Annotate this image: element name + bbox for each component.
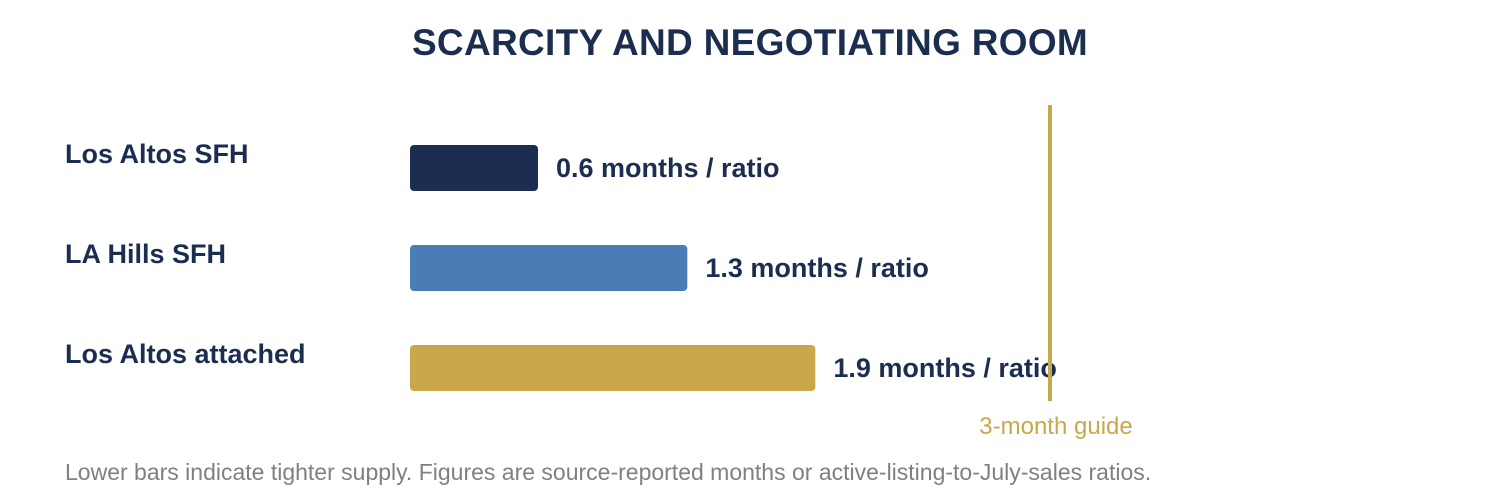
chart-title: SCARCITY AND NEGOTIATING ROOM xyxy=(411,22,1089,63)
reference-line xyxy=(1048,105,1052,401)
chart-footnote: Lower bars indicate tighter supply. Figu… xyxy=(65,459,1152,485)
reference-line-label: 3-month guide xyxy=(979,413,1132,440)
bar xyxy=(410,345,816,391)
value-label: 1.3 months / ratio xyxy=(705,253,929,283)
value-label: 1.9 months / ratio xyxy=(833,353,1057,383)
bar xyxy=(410,245,688,291)
category-label: Los Altos SFH xyxy=(65,139,249,169)
category-label: Los Altos attached xyxy=(65,339,306,369)
category-label: LA Hills SFH xyxy=(65,239,226,269)
bar xyxy=(410,145,538,191)
value-label: 0.6 months / ratio xyxy=(556,153,780,183)
